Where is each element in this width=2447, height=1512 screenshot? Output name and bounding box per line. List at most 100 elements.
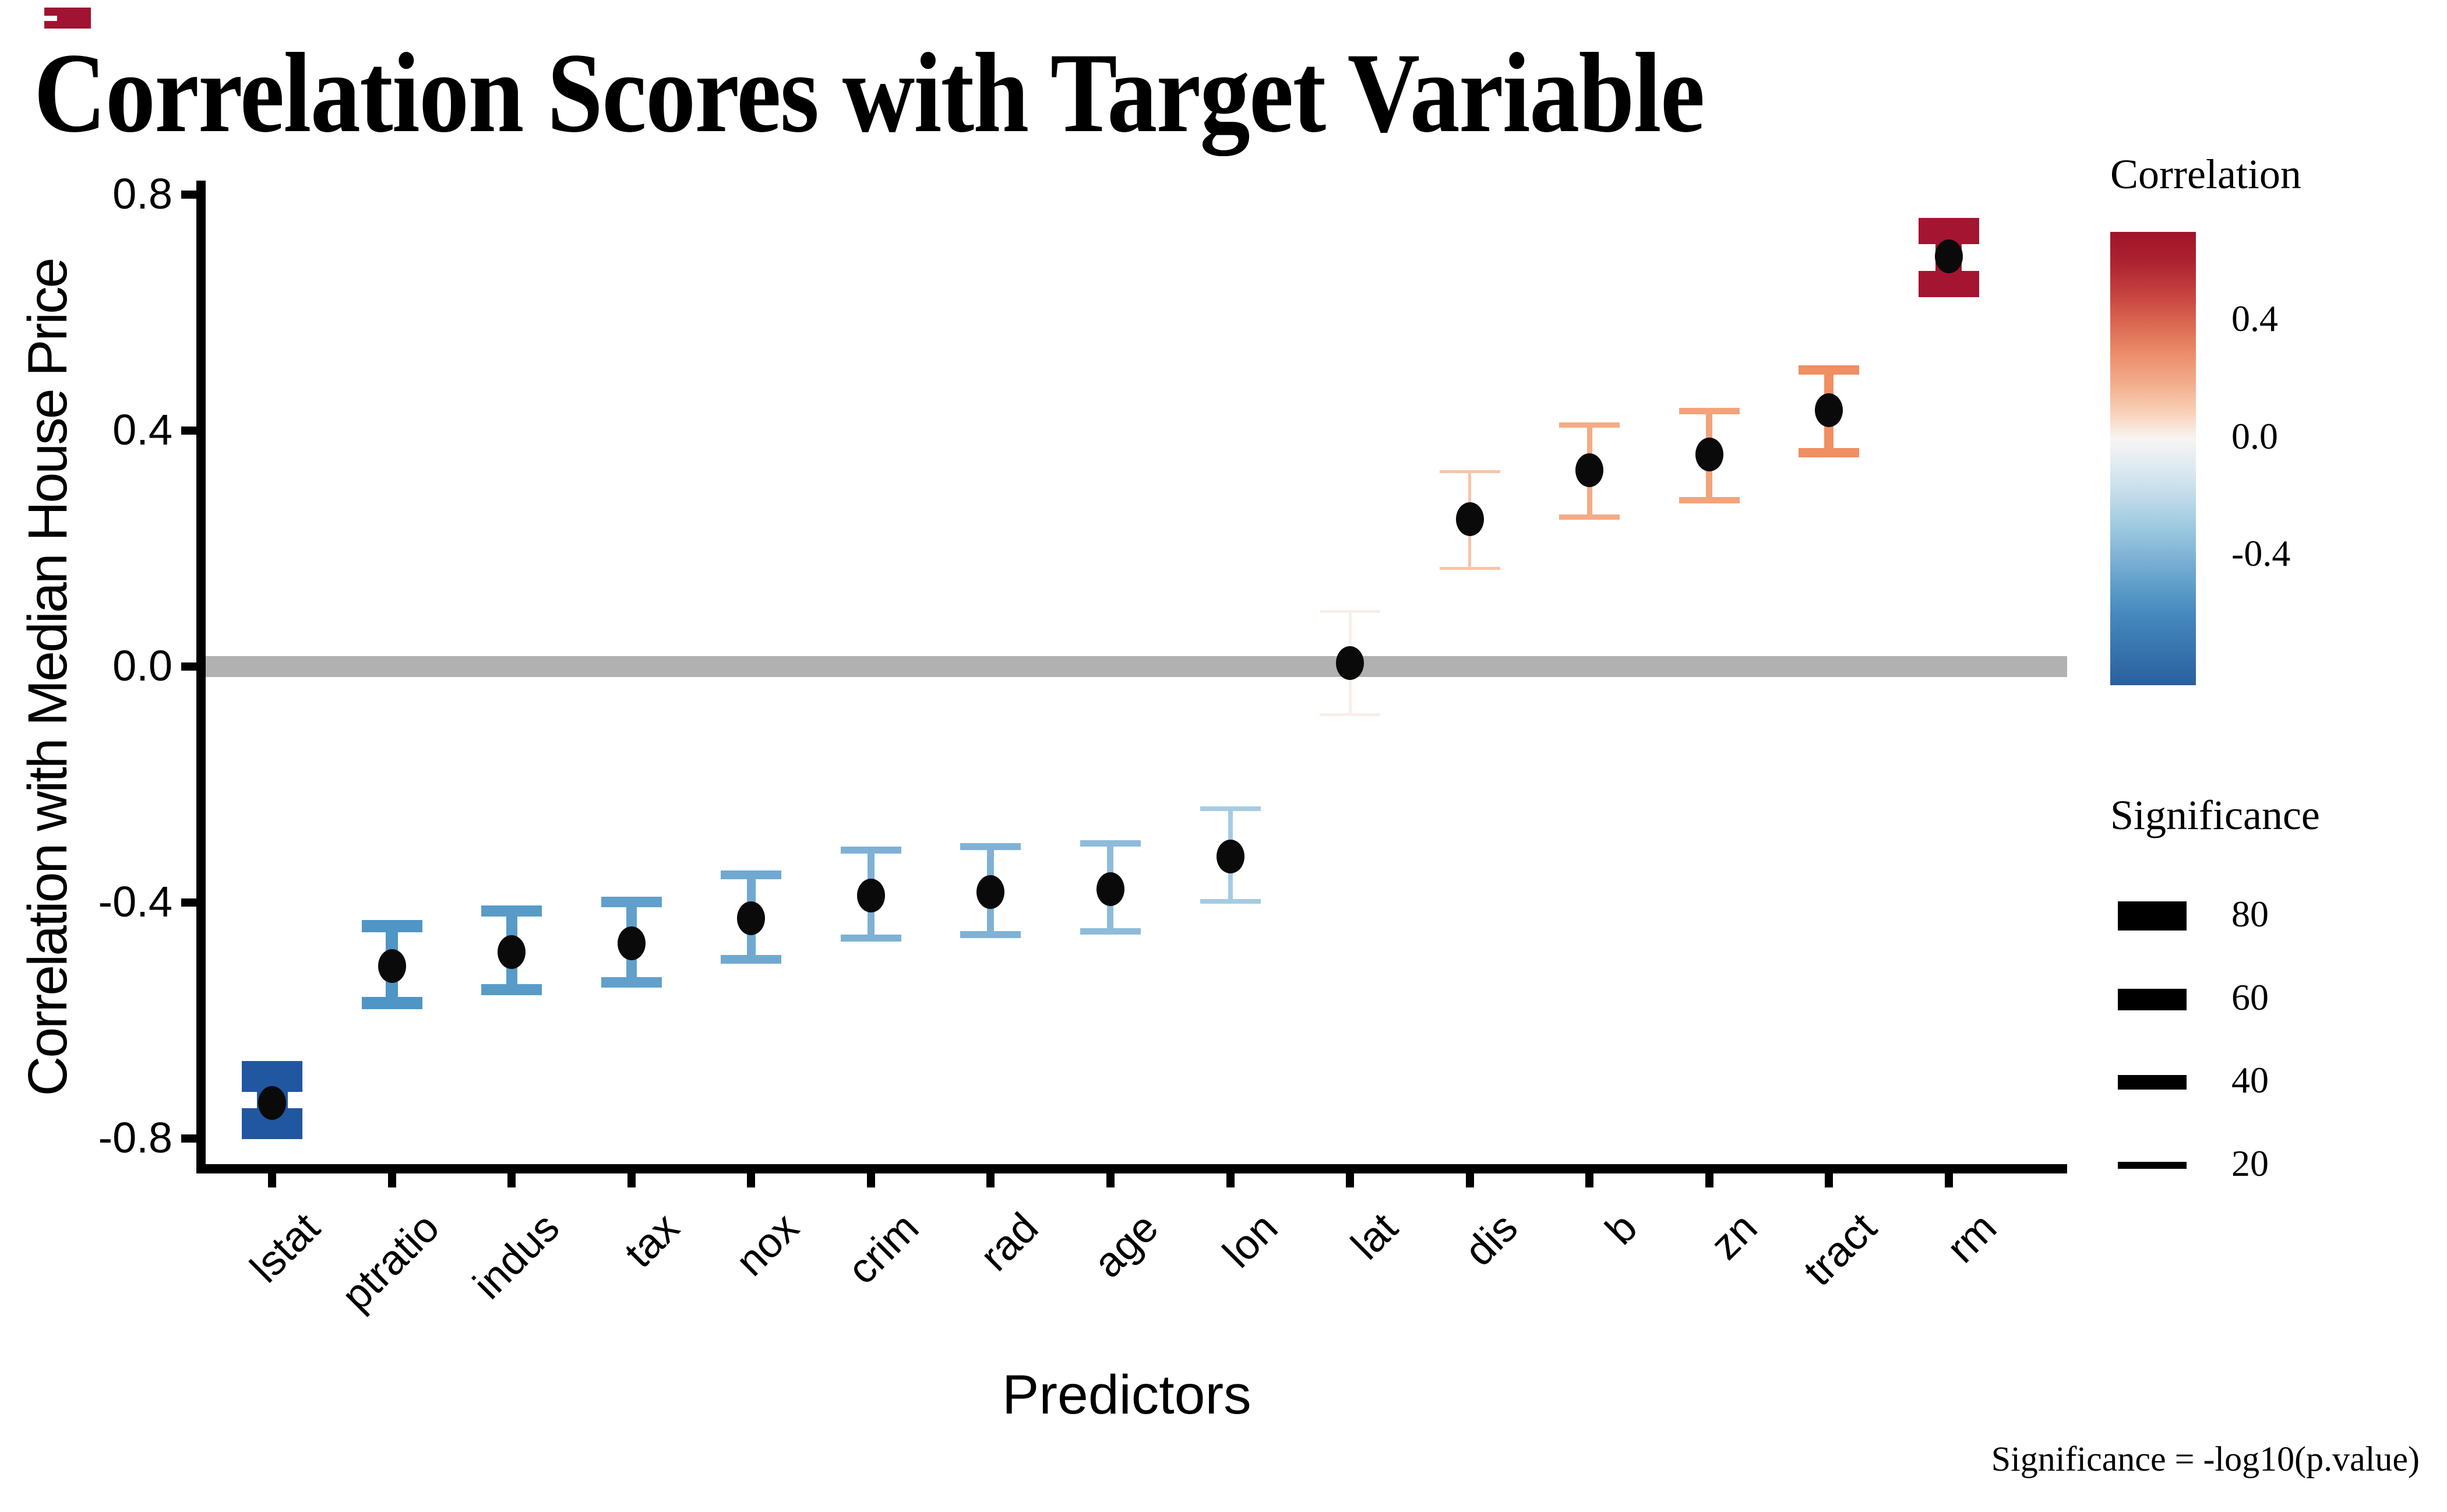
y-axis-line bbox=[196, 181, 206, 1173]
x-tick-b bbox=[1585, 1173, 1594, 1187]
x-tick-dis bbox=[1465, 1173, 1474, 1187]
significance-key-label-20: 20 bbox=[2231, 1143, 2269, 1184]
significance-caption: Significance = -log10(p.value) bbox=[1991, 1440, 2420, 1478]
x-tick-label-b: b bbox=[1596, 1204, 1646, 1254]
significance-key-bar-60 bbox=[2118, 988, 2187, 1010]
x-tick-label-indus: indus bbox=[464, 1204, 569, 1308]
x-axis-title: Predictors bbox=[1002, 1364, 1251, 1426]
x-tick-label-ptratio: ptratio bbox=[333, 1204, 449, 1320]
pointrange-cap-bottom-indus bbox=[481, 984, 542, 996]
pointrange-cap-bottom-age bbox=[1080, 928, 1141, 935]
x-tick-lat bbox=[1346, 1173, 1355, 1187]
pointrange-cap-bottom-tract bbox=[1799, 448, 1860, 458]
chart-title: Correlation Scores with Target Variable bbox=[34, 30, 1705, 156]
x-tick-age bbox=[1106, 1173, 1115, 1187]
pointrange-cap-bottom-ptratio bbox=[361, 996, 422, 1009]
x-tick-zn bbox=[1705, 1173, 1713, 1187]
pointrange-cap-bottom-b bbox=[1559, 514, 1620, 520]
y-tick-0.0 bbox=[181, 662, 196, 671]
y-tick-label-0.0: 0.0 bbox=[112, 642, 172, 690]
x-tick-rm bbox=[1944, 1173, 1953, 1187]
pointrange-cap-bottom-zn bbox=[1679, 496, 1740, 503]
pointrange-cap-top-tax bbox=[601, 896, 662, 907]
y-tick-label-0.8: 0.8 bbox=[112, 170, 172, 218]
point-tax bbox=[617, 926, 646, 960]
x-tick-lon bbox=[1226, 1173, 1235, 1187]
pointrange-cap-top-crim bbox=[840, 846, 901, 854]
significance-key-label-60: 60 bbox=[2231, 977, 2269, 1018]
x-tick-label-rm: rm bbox=[1938, 1204, 2006, 1272]
zero-reference-band bbox=[206, 656, 2067, 677]
correlation-colorbar bbox=[2110, 232, 2196, 685]
x-tick-label-tax: tax bbox=[615, 1204, 688, 1277]
significance-key-label-40: 40 bbox=[2231, 1059, 2269, 1101]
y-tick-0.4 bbox=[181, 427, 196, 435]
point-lstat bbox=[258, 1086, 286, 1120]
y-tick-label--0.4: -0.4 bbox=[98, 877, 172, 926]
pointrange-cap-top-indus bbox=[481, 905, 542, 917]
pointrange-cap-bottom-tax bbox=[601, 977, 662, 988]
point-zn bbox=[1695, 437, 1723, 471]
pointrange-cap-top-ptratio bbox=[361, 920, 422, 932]
pointrange-cap-top-tract bbox=[1799, 365, 1860, 375]
x-tick-rad bbox=[986, 1173, 995, 1187]
x-tick-indus bbox=[507, 1173, 516, 1187]
x-tick-label-zn: zn bbox=[1701, 1204, 1767, 1269]
x-tick-label-rad: rad bbox=[971, 1204, 1048, 1280]
point-rad bbox=[976, 875, 1005, 909]
pointrange-cap-top-dis bbox=[1439, 470, 1500, 474]
pointrange-cap-bottom-lat bbox=[1320, 713, 1381, 716]
y-tick-label-0.4: 0.4 bbox=[112, 406, 172, 454]
x-tick-label-lstat: lstat bbox=[241, 1204, 329, 1292]
colorbar-label--0.4: -0.4 bbox=[2231, 533, 2291, 575]
pointrange-cap-top-lon bbox=[1200, 806, 1261, 811]
legend-significance-title: Significance bbox=[2110, 792, 2320, 838]
point-tract bbox=[1815, 393, 1843, 427]
x-tick-label-age: age bbox=[1084, 1204, 1168, 1287]
colorbar-label-0.4: 0.4 bbox=[2231, 298, 2278, 340]
pointrange-cap-top-lat bbox=[1320, 610, 1381, 614]
x-tick-crim bbox=[866, 1173, 875, 1187]
pointrange-cap-top-zn bbox=[1679, 408, 1740, 415]
significance-key-label-80: 80 bbox=[2231, 893, 2269, 935]
point-rm bbox=[1934, 239, 1963, 274]
x-tick-label-lon: lon bbox=[1214, 1204, 1287, 1277]
y-tick--0.8 bbox=[181, 1134, 196, 1143]
pointrange-cap-bottom-rad bbox=[960, 931, 1021, 938]
pointrange-cap-bottom-rm bbox=[1918, 271, 1979, 298]
pointrange-cap-bottom-lon bbox=[1200, 898, 1261, 904]
colorbar-label-0.0: 0.0 bbox=[2231, 415, 2278, 457]
point-lon bbox=[1216, 840, 1244, 874]
y-tick-label--0.8: -0.8 bbox=[98, 1113, 172, 1162]
pointrange-cap-top-nox bbox=[721, 870, 782, 879]
point-crim bbox=[856, 878, 885, 912]
x-tick-tax bbox=[627, 1173, 636, 1187]
pointrange-cap-top-b bbox=[1559, 422, 1620, 428]
pointrange-cap-top-rad bbox=[960, 843, 1021, 850]
point-dis bbox=[1455, 502, 1484, 536]
x-tick-label-dis: dis bbox=[1455, 1204, 1526, 1275]
pointrange-cap-bottom-nox bbox=[721, 954, 782, 964]
x-axis-line bbox=[196, 1164, 2067, 1173]
x-tick-label-crim: crim bbox=[838, 1204, 928, 1294]
significance-key-bar-20 bbox=[2118, 1162, 2187, 1169]
y-tick-0.8 bbox=[181, 191, 196, 199]
x-tick-label-lat: lat bbox=[1342, 1204, 1407, 1269]
pointrange-cap-bottom-dis bbox=[1439, 567, 1500, 570]
legend-correlation-title: Correlation bbox=[2110, 151, 2301, 198]
point-ptratio bbox=[378, 949, 406, 984]
point-indus bbox=[498, 935, 526, 970]
point-lat bbox=[1336, 646, 1364, 680]
point-b bbox=[1575, 453, 1604, 487]
x-tick-nox bbox=[747, 1173, 756, 1187]
significance-key-bar-40 bbox=[2118, 1074, 2187, 1090]
corner-red-mark-notch bbox=[44, 16, 57, 21]
significance-key-bar-80 bbox=[2118, 901, 2187, 931]
x-tick-ptratio bbox=[387, 1173, 396, 1187]
y-tick--0.4 bbox=[181, 898, 196, 907]
x-tick-label-nox: nox bbox=[727, 1204, 808, 1285]
x-tick-lstat bbox=[268, 1173, 276, 1187]
pointrange-cap-top-age bbox=[1080, 840, 1141, 847]
